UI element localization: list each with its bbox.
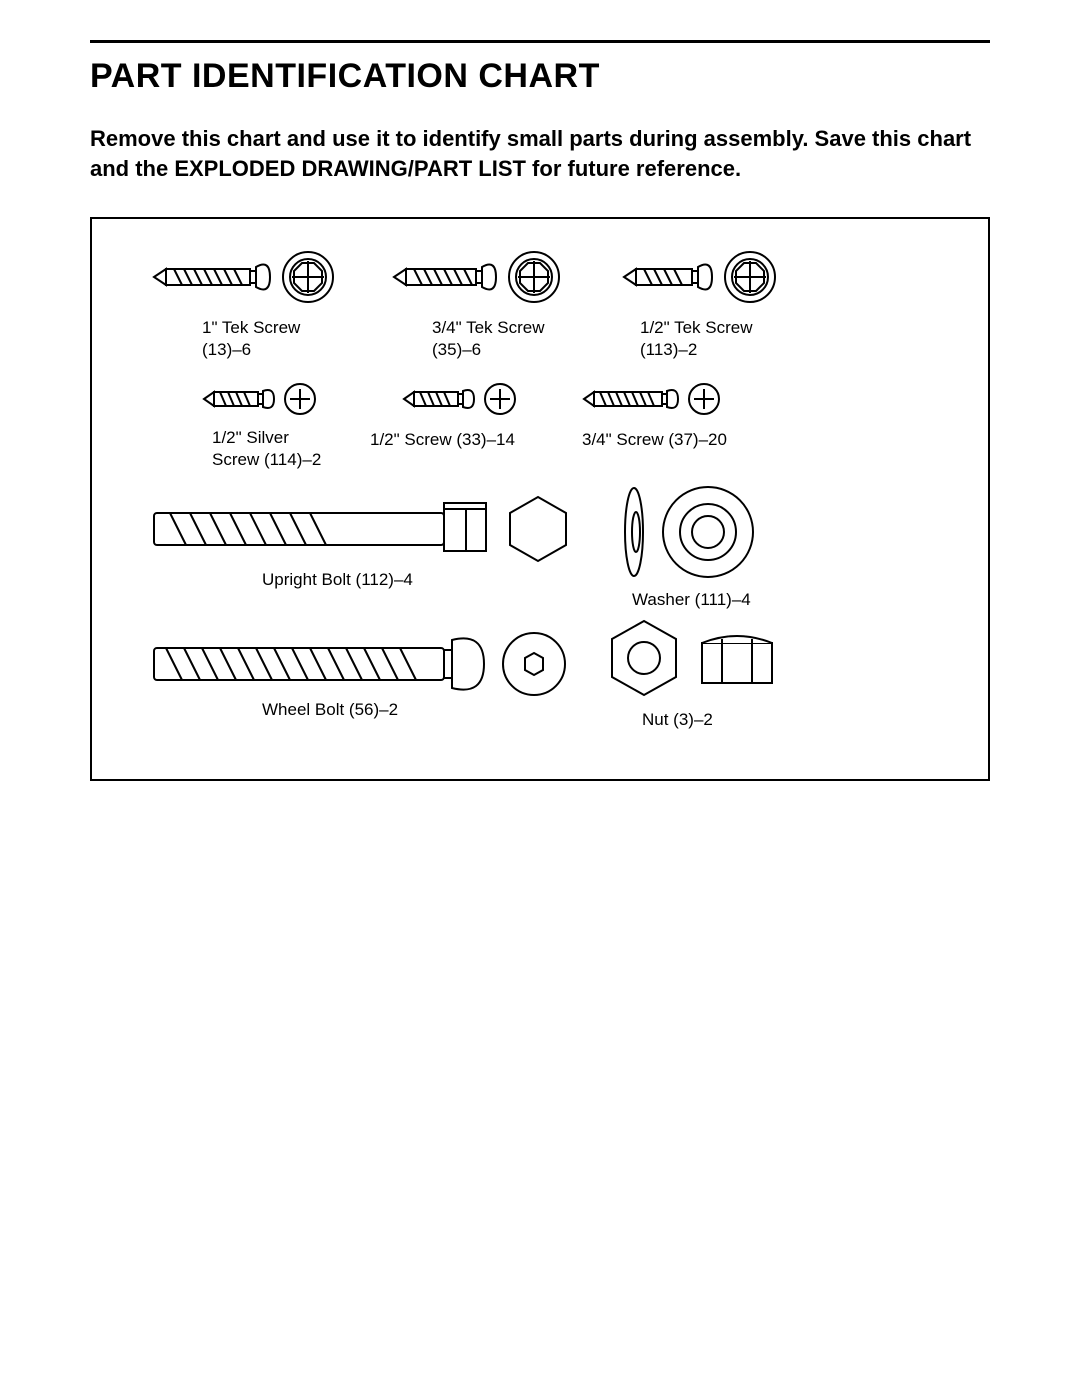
upright-bolt-label: Upright Bolt (112)–4 (262, 569, 413, 590)
nut-icon (602, 617, 812, 707)
silver-screw-icon (202, 379, 332, 419)
page-title: PART IDENTIFICATION CHART (90, 57, 990, 96)
top-rule (90, 40, 990, 43)
tek-12-icon (622, 247, 802, 307)
tek-34-icon (392, 247, 582, 307)
screw-34-label: 3/4" Screw (37)–20 (582, 429, 727, 450)
silver-screw-label: 1/2" SilverScrew (114)–2 (212, 427, 321, 470)
upright-bolt-icon (152, 489, 582, 569)
wheel-bolt-label: Wheel Bolt (56)–2 (262, 699, 398, 720)
tek-34-label: 3/4" Tek Screw(35)–6 (432, 317, 545, 360)
chart-box: 1" Tek Screw(13)–6 3/4" (90, 217, 990, 781)
washer-icon (622, 482, 792, 582)
screw-12-icon (402, 379, 532, 419)
description: Remove this chart and use it to identify… (90, 124, 990, 183)
screw-12-label: 1/2" Screw (33)–14 (370, 429, 515, 450)
tek-1in-label: 1" Tek Screw(13)–6 (202, 317, 300, 360)
wheel-bolt-icon (152, 624, 582, 704)
tek-1in-icon (152, 247, 352, 307)
washer-label: Washer (111)–4 (632, 589, 751, 610)
nut-label: Nut (3)–2 (642, 709, 713, 730)
tek-12-label: 1/2" Tek Screw(113)–2 (640, 317, 753, 360)
screw-34-icon (582, 379, 742, 419)
